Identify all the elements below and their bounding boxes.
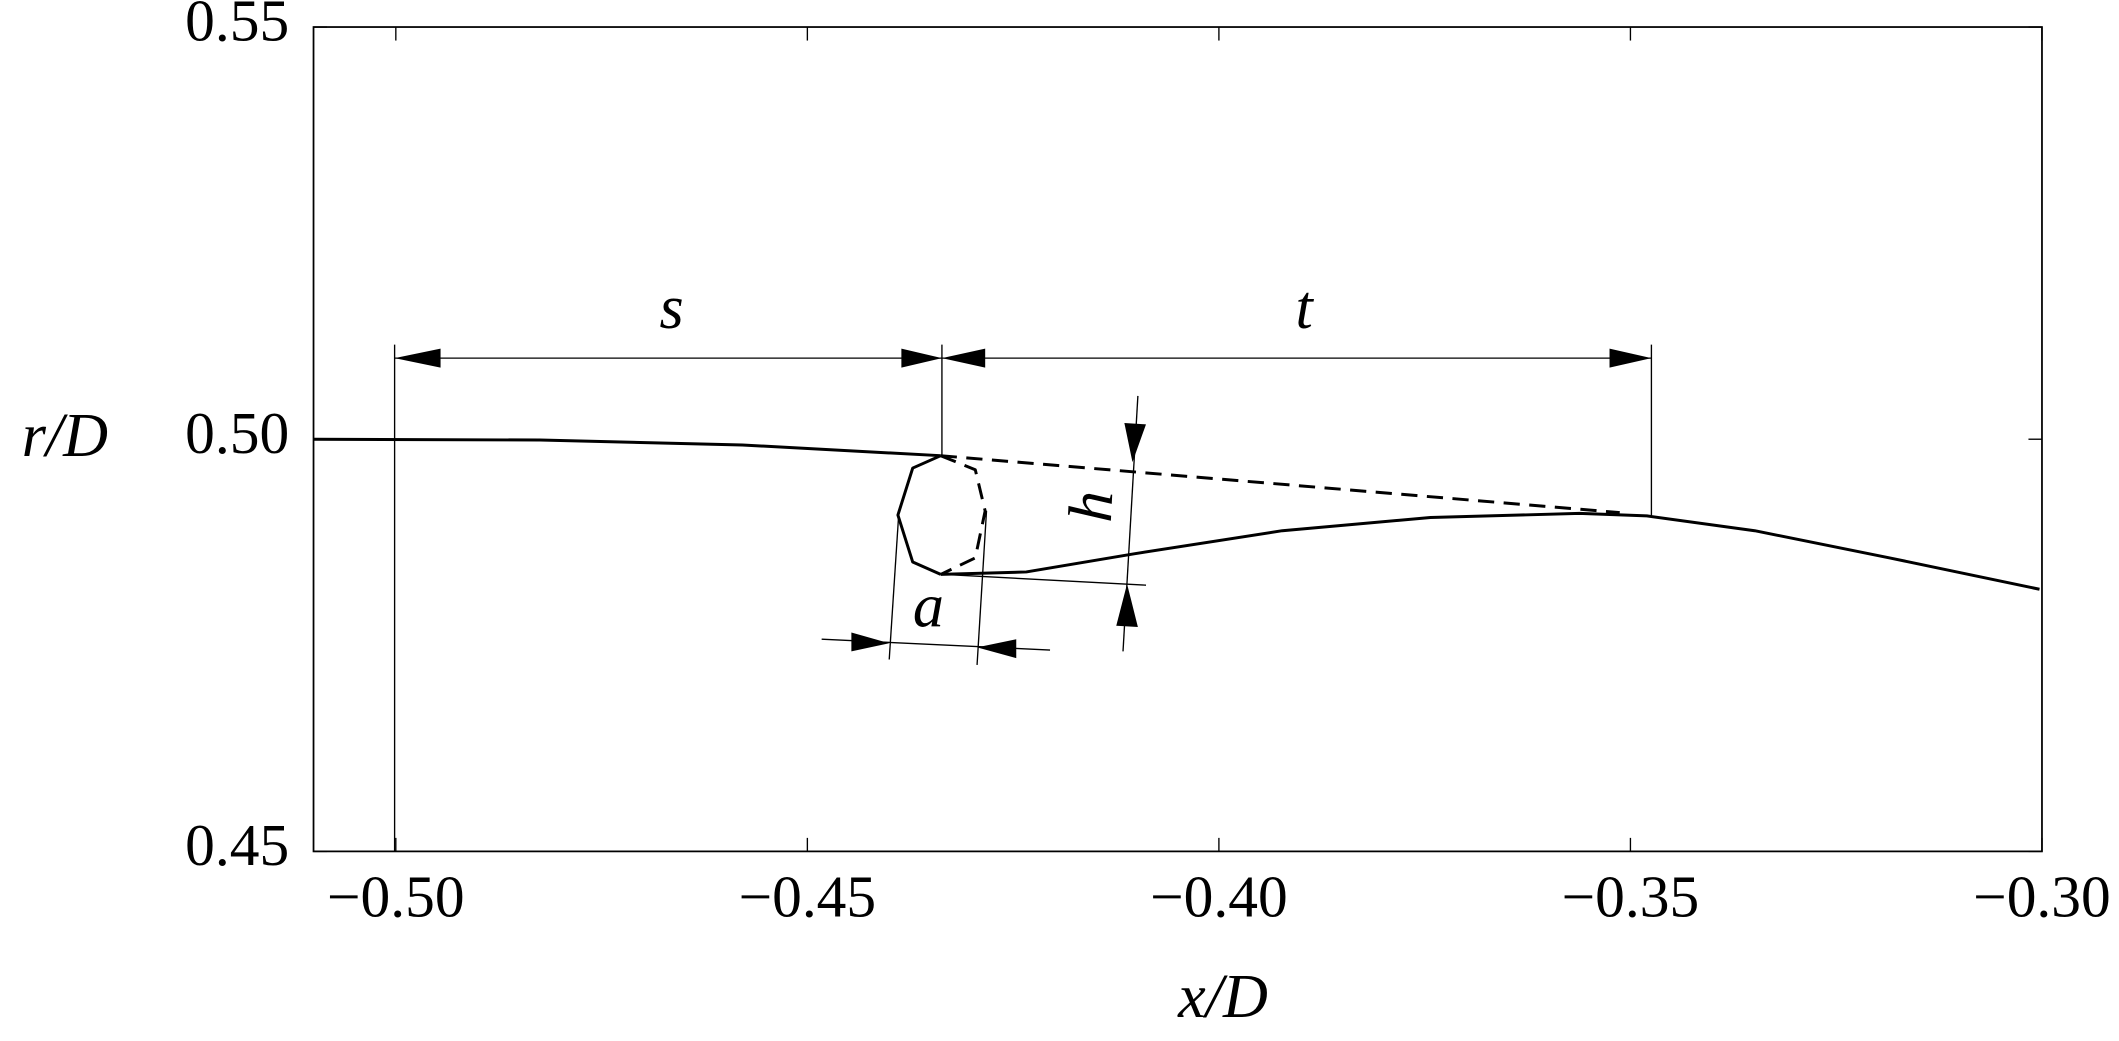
series-line xyxy=(940,511,2040,591)
x-tick-label: −0.30 xyxy=(1973,863,2111,929)
y-axis-label: r/D xyxy=(22,402,108,470)
series-line xyxy=(896,454,942,576)
plot-frame xyxy=(312,26,2043,853)
annotation: s xyxy=(660,274,684,342)
x-tick-label: −0.45 xyxy=(739,863,877,929)
x-tick-label: −0.50 xyxy=(327,863,465,929)
annotation: t xyxy=(1295,274,1314,342)
annotation: h xyxy=(1057,489,1127,524)
series-line xyxy=(940,454,987,576)
y-tick-label: 0.45 xyxy=(185,812,289,878)
x-tick-label: −0.35 xyxy=(1562,863,1700,929)
series-line xyxy=(940,454,1620,515)
y-tick-label: 0.50 xyxy=(185,400,289,466)
annotation: a xyxy=(913,572,944,640)
series-line xyxy=(313,437,941,458)
x-tick-label: −0.40 xyxy=(1150,863,1288,929)
dimension-lines xyxy=(393,344,1653,852)
y-tick-label: 0.55 xyxy=(185,0,289,54)
x-axis-label: x/D xyxy=(1177,963,1268,1031)
